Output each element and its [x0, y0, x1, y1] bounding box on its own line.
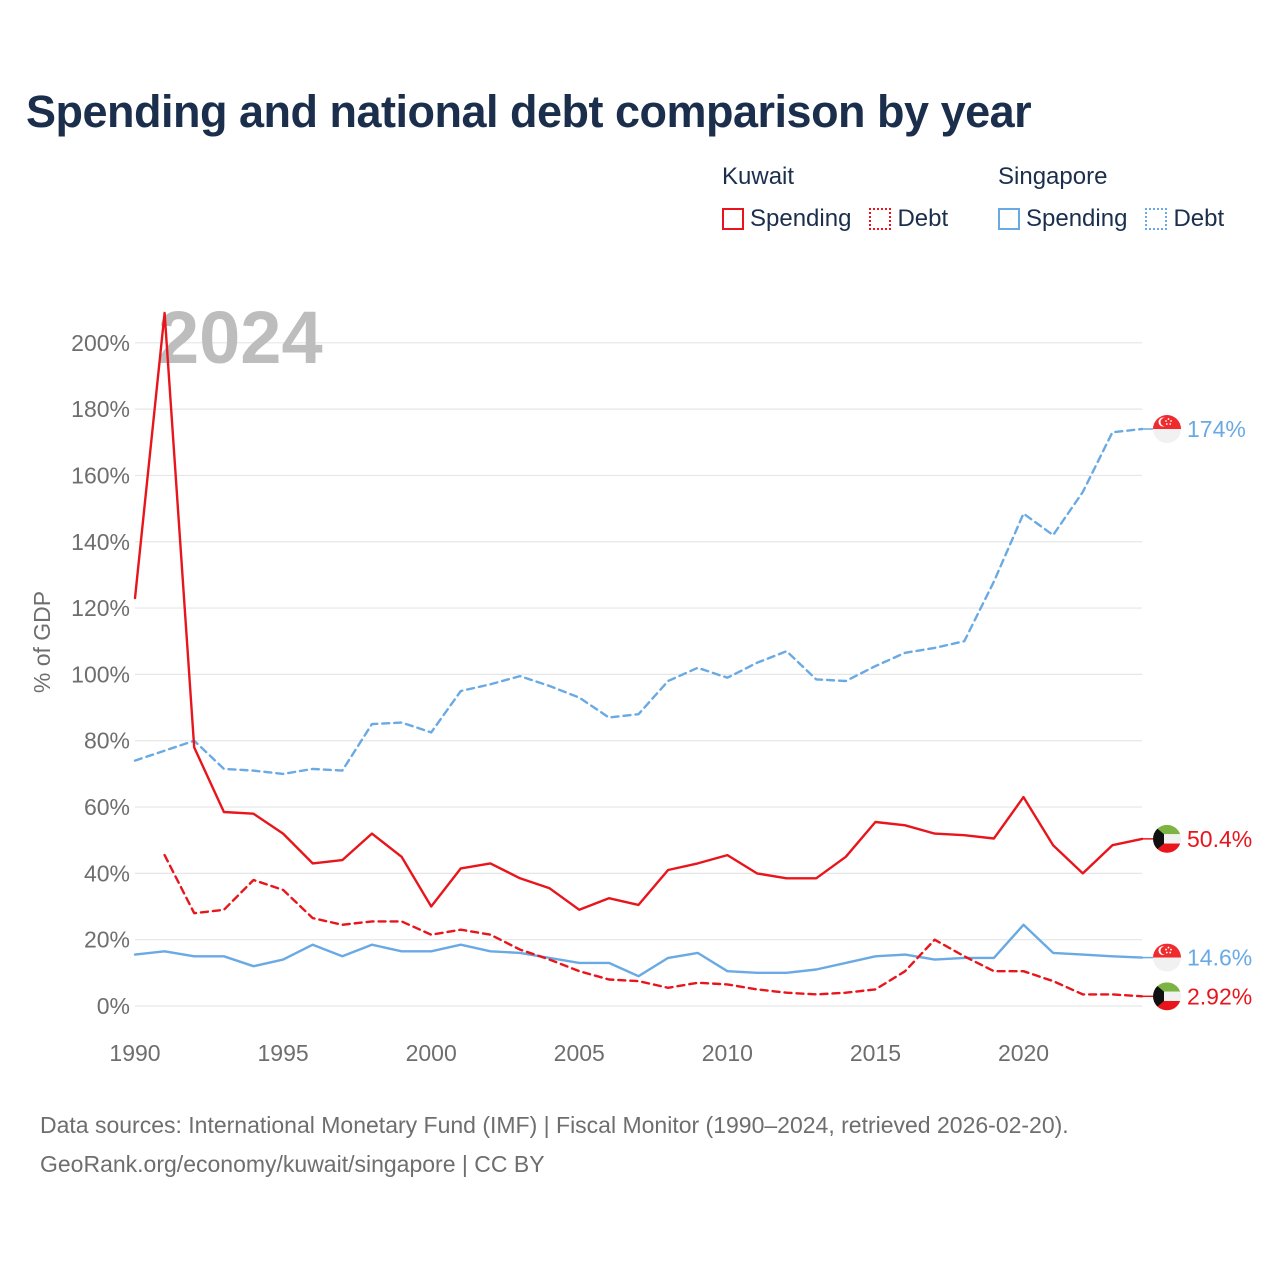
end-value-label: 174%	[1187, 416, 1246, 442]
legend-item-singapore-spending[interactable]: Spending	[998, 204, 1127, 234]
line-chart: 2024 0% 20% 40% 60% 80% 100% 120% 140% 160% 180% 2…	[29, 296, 1252, 1066]
x-tick-label: 1995	[258, 1040, 309, 1066]
legend-title-kuwait: Kuwait	[722, 163, 795, 190]
sources-line-2[interactable]: GeoRank.org/economy/kuwait/singapore | C…	[40, 1151, 545, 1177]
legend-label: Debt	[1173, 205, 1225, 232]
sources-line-1: Data sources: International Monetary Fun…	[40, 1112, 1069, 1138]
legend-group-kuwait: Kuwait Spending Debt	[722, 162, 948, 234]
x-tick-label: 1990	[109, 1040, 160, 1066]
year-watermark: 2024	[158, 296, 323, 379]
y-tick-label: 200%	[71, 330, 130, 356]
x-tick-label: 2000	[406, 1040, 457, 1066]
y-tick-label: 100%	[71, 661, 130, 687]
y-tick-label: 180%	[71, 396, 130, 422]
singapore-flag-icon	[1153, 415, 1181, 444]
y-tick-label: 0%	[97, 993, 130, 1019]
legend-item-singapore-debt[interactable]: Debt	[1145, 204, 1224, 234]
legend-swatch-dotted	[1145, 208, 1168, 230]
y-tick-label: 140%	[71, 529, 130, 555]
singapore-flag-icon	[1153, 943, 1181, 972]
legend-item-kuwait-spending[interactable]: Spending	[722, 204, 851, 234]
series-line-kuwait-spending	[133, 311, 1144, 911]
legend-swatch-solid	[998, 208, 1020, 230]
legend-group-singapore: Singapore Spending Debt	[998, 162, 1224, 234]
gridlines	[135, 342, 1142, 1007]
y-tick-label: 160%	[71, 462, 130, 488]
end-value-label: 14.6%	[1187, 945, 1252, 971]
x-tick-label: 2005	[554, 1040, 605, 1066]
legend-swatch-dotted	[869, 208, 892, 230]
y-tick-label: 80%	[84, 728, 130, 754]
legend-item-kuwait-debt[interactable]: Debt	[869, 204, 948, 234]
series-lines	[133, 311, 1144, 998]
x-tick-label: 2020	[998, 1040, 1049, 1066]
x-tick-label: 2010	[702, 1040, 753, 1066]
x-tick-label: 2015	[850, 1040, 901, 1066]
y-axis-label: % of GDP	[29, 591, 55, 693]
legend-label: Debt	[897, 205, 949, 232]
end-value-label: 50.4%	[1187, 826, 1252, 852]
legend-label: Spending	[750, 205, 852, 232]
axes: 0% 20% 40% 60% 80% 100% 120% 140% 160% 180% 200% 19…	[71, 330, 1049, 1066]
series-line-kuwait-debt	[163, 853, 1144, 998]
data-sources: Data sources: International Monetary Fun…	[40, 1106, 1069, 1184]
series-line-singapore-spending	[133, 923, 1144, 978]
y-tick-label: 120%	[71, 595, 130, 621]
legend-swatch-solid	[722, 208, 744, 230]
legend-label: Spending	[1026, 205, 1128, 232]
y-tick-label: 60%	[84, 794, 130, 820]
y-tick-label: 20%	[84, 927, 130, 953]
y-tick-label: 40%	[84, 860, 130, 886]
chart-title: Spending and national debt comparison by…	[26, 86, 1032, 137]
kuwait-flag-icon	[1153, 824, 1181, 853]
kuwait-flag-icon	[1153, 982, 1181, 1011]
legend-title-singapore: Singapore	[998, 163, 1108, 190]
series-line-singapore-debt	[133, 427, 1144, 776]
end-labels: 174% 50.4% 14.6% 2.92%	[1142, 415, 1252, 1011]
end-value-label: 2.92%	[1187, 983, 1252, 1009]
